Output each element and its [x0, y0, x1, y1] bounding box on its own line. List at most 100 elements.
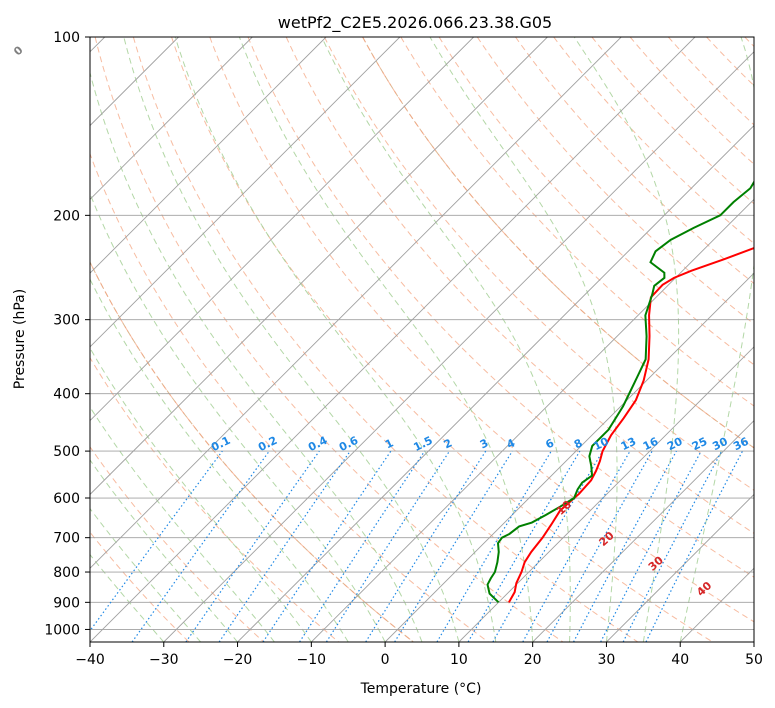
dry-adiabat-line — [285, 37, 754, 534]
isotherm-line — [458, 346, 754, 642]
y-tick-label: 900 — [53, 595, 80, 611]
mixing-ratio-line — [131, 450, 270, 642]
moist-adiabat-line — [429, 37, 618, 642]
y-axis-label: Pressure (hPa) — [12, 289, 28, 389]
y-tick-label: 300 — [53, 313, 80, 329]
mixing-ratio-label: 36 — [731, 435, 751, 454]
isotherm-label: 30 — [646, 553, 666, 573]
mixing-ratio-label: 20 — [665, 435, 685, 454]
isotherm-line — [90, 37, 548, 496]
mixing-ratio-line — [436, 450, 552, 642]
moist-adiabat-line — [174, 37, 497, 642]
potential-temperature-line — [90, 260, 414, 642]
x-tick-label: 40 — [671, 652, 689, 668]
x-tick-label: −10 — [297, 652, 327, 668]
isotherm-line — [532, 420, 754, 642]
moist-adiabat-line — [90, 70, 423, 642]
moist-adiabat-line — [573, 37, 680, 642]
y-tick-label: 700 — [53, 531, 80, 547]
isotherm-line — [163, 51, 754, 642]
x-tick-label: 10 — [450, 652, 468, 668]
potential-temperature-line — [362, 37, 754, 449]
isotherm-line — [90, 37, 401, 348]
y-axis-ticks: 100 200 300 400 500 600 700 800 900 1000 — [44, 30, 90, 638]
mixing-ratio-line — [573, 450, 677, 642]
moist-adiabat-line — [90, 347, 312, 642]
plot-area — [90, 37, 754, 642]
dry-adiabat-line — [90, 356, 339, 642]
isotherm-line — [90, 37, 474, 422]
dry-adiabat-line — [90, 531, 190, 642]
isotherm-label: 40 — [694, 579, 714, 599]
mixing-ratio-line — [522, 450, 631, 642]
x-axis-label: Temperature (°C) — [360, 681, 482, 697]
mixing-ratio-line — [218, 450, 351, 642]
isotherm-line — [90, 37, 622, 569]
y-tick-label: 200 — [53, 208, 80, 224]
y-tick-label: 100 — [53, 30, 80, 46]
dry-adiabat-line — [515, 37, 754, 285]
mixing-ratio-label: 2 — [442, 436, 455, 451]
moist-adiabat-line — [679, 37, 754, 642]
moist-adiabat-line — [321, 37, 571, 642]
mixing-ratio-label: 30 — [710, 435, 730, 454]
mixing-ratio-line — [90, 450, 223, 632]
dry-adiabat-line — [90, 260, 414, 642]
chart-title: wetPf2_C2E5.2026.066.23.38.G05 — [278, 13, 552, 33]
dewpoint-profile-line — [486, 180, 754, 604]
y-tick-label: 1000 — [44, 622, 80, 638]
moist-adiabat-line — [90, 192, 386, 642]
mixing-ratio-line — [546, 450, 653, 642]
mixing-ratio-line — [299, 450, 426, 642]
y-tick-label: 500 — [53, 444, 80, 460]
dry-adiabat-line — [667, 37, 754, 126]
dry-adiabat-line — [553, 37, 754, 245]
dry-adiabat-line — [629, 37, 754, 165]
dry-adiabat-line — [94, 37, 564, 642]
mixing-ratio-line — [185, 450, 320, 642]
x-tick-label: −40 — [75, 652, 105, 668]
y-tick-label: 800 — [53, 565, 80, 581]
dry-adiabat-line — [171, 37, 713, 642]
mixing-ratio-line — [262, 450, 392, 642]
isotherm-line — [606, 493, 754, 642]
overlay: 0.10.20.40.611.52346810131620253036-100-… — [11, 43, 751, 599]
x-tick-label: 30 — [598, 652, 616, 668]
moist-adiabat-line — [90, 553, 165, 642]
isotherm-line — [384, 272, 754, 642]
x-tick-label: 50 — [745, 652, 763, 668]
mixing-ratio-label: 16 — [641, 435, 661, 454]
mixing-ratio-line — [467, 450, 581, 642]
dry-adiabat-line — [132, 37, 639, 642]
moist-adiabat-line — [90, 459, 238, 642]
mixing-ratio-line — [645, 450, 744, 642]
mixing-ratio-line — [365, 450, 487, 642]
dry-adiabat-line — [591, 37, 754, 205]
moist-adiabat-line — [90, 507, 202, 642]
y-tick-label: 600 — [53, 491, 80, 507]
isotherm-line — [311, 198, 754, 642]
dry-adiabat-line — [90, 152, 489, 642]
x-tick-label: −20 — [223, 652, 253, 668]
y-tick-label: 400 — [53, 387, 80, 403]
isotherm-line — [679, 567, 754, 642]
moist-adiabat-line — [90, 406, 275, 642]
dry-adiabat-line — [90, 446, 265, 642]
x-tick-label: −30 — [149, 652, 179, 668]
isotherm-line — [90, 37, 696, 642]
moist-adiabat-line — [238, 37, 534, 642]
mixing-ratio-line — [394, 450, 513, 642]
dry-adiabat-line — [744, 37, 754, 48]
x-axis-ticks: −40 −30 −20 −10 0 10 20 30 40 50 — [75, 642, 763, 668]
mixing-ratio-line — [325, 450, 450, 642]
x-tick-label: 0 — [381, 652, 390, 668]
isotherm-line — [753, 641, 754, 642]
plot-frame — [89, 36, 755, 643]
moist-adiabat-line — [123, 37, 460, 642]
x-tick-label: 20 — [524, 652, 542, 668]
temperature-profile-line — [508, 247, 754, 603]
dry-adiabat-line — [400, 37, 754, 407]
dry-adiabat-line — [706, 37, 754, 87]
dry-adiabat-line — [438, 37, 754, 366]
